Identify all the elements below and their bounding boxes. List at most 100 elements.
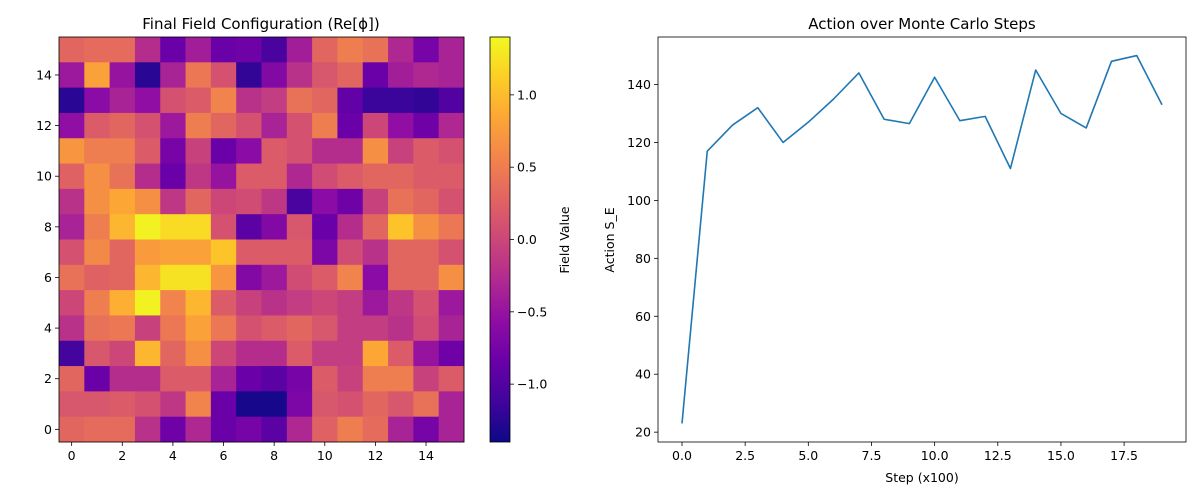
line-chart-y-tick-label: 60: [635, 309, 651, 324]
heatmap-cell: [413, 214, 440, 240]
heatmap-cell: [84, 37, 111, 63]
colorbar-label: Field Value: [557, 206, 572, 273]
heatmap-cell: [438, 239, 465, 266]
heatmap-cell: [362, 87, 389, 114]
heatmap-frame: [58, 36, 465, 443]
heatmap-cell: [59, 264, 85, 291]
heatmap-cell: [362, 315, 389, 342]
heatmap-y-tick-label: 4: [44, 321, 52, 336]
heatmap-cell: [388, 264, 414, 291]
heatmap-cell: [312, 188, 338, 215]
heatmap-cell: [109, 315, 136, 342]
heatmap-cell: [59, 239, 85, 266]
heatmap-cell: [210, 188, 237, 215]
heatmap-cell: [59, 290, 85, 316]
heatmap-cell: [210, 366, 237, 392]
colorbar-gradient: [490, 37, 510, 442]
heatmap-cell: [261, 239, 288, 266]
heatmap-cell: [362, 37, 389, 63]
heatmap-cell: [261, 87, 288, 114]
colorbar: −1.0 −0.5 0.0 0.5 1.0 Field Value: [489, 36, 572, 443]
heatmap-cell: [261, 264, 288, 291]
heatmap-cell: [210, 37, 237, 63]
heatmap-y-tick-label: 0: [44, 422, 52, 437]
heatmap-cell: [185, 138, 212, 164]
heatmap-cell: [134, 391, 161, 418]
heatmap-cell: [362, 112, 389, 139]
heatmap-cell: [413, 366, 440, 392]
line-chart-y-tick-label: 100: [627, 193, 651, 208]
heatmap-cell: [337, 62, 364, 89]
heatmap-cell: [134, 239, 161, 266]
heatmap-cell: [109, 87, 136, 114]
line-chart-xlabel: Step (x100): [885, 470, 958, 485]
heatmap-cell: [261, 214, 288, 240]
heatmap-panel: Final Field Configuration (Re[ϕ]) 0 2 4 6 8 1…: [36, 15, 465, 463]
heatmap-cell: [185, 214, 212, 240]
heatmap-y-ticks: 0 2 4 6 8 10 12 14: [36, 67, 59, 437]
heatmap-cell: [59, 340, 85, 367]
heatmap-cell: [362, 188, 389, 215]
heatmap-cell: [109, 163, 136, 190]
heatmap-cell: [362, 239, 389, 266]
heatmap-cell: [109, 391, 136, 418]
heatmap-cell: [362, 62, 389, 89]
colorbar-tick-label: −0.5: [517, 304, 547, 319]
heatmap-cell: [312, 366, 338, 392]
heatmap-cell: [134, 138, 161, 164]
heatmap-cell: [160, 214, 186, 240]
heatmap-cell: [337, 214, 364, 240]
heatmap-cell: [362, 214, 389, 240]
line-chart-x-tick-label: 2.5: [735, 448, 755, 463]
heatmap-cell: [286, 416, 313, 443]
heatmap-cell: [337, 112, 364, 139]
heatmap-cell: [134, 188, 161, 215]
heatmap-cell: [59, 416, 85, 443]
heatmap-cell: [312, 264, 338, 291]
heatmap-x-tick-label: 8: [270, 448, 278, 463]
heatmap-cell: [312, 112, 338, 139]
heatmap-cell: [337, 188, 364, 215]
heatmap-cell: [210, 239, 237, 266]
heatmap-cell: [388, 62, 414, 89]
heatmap-cell: [59, 138, 85, 164]
heatmap-cell: [236, 188, 262, 215]
heatmap-cell: [210, 163, 237, 190]
line-chart-x-tick-label: 5.0: [798, 448, 818, 463]
heatmap-cell: [388, 163, 414, 190]
heatmap-cell: [438, 315, 465, 342]
heatmap-cell: [84, 416, 111, 443]
heatmap-cell: [210, 264, 237, 291]
heatmap-cell: [261, 62, 288, 89]
heatmap-cell: [134, 315, 161, 342]
heatmap-cell: [337, 366, 364, 392]
heatmap-cell: [337, 138, 364, 164]
heatmap-cell: [388, 340, 414, 367]
heatmap-cell: [413, 264, 440, 291]
heatmap-cell: [337, 315, 364, 342]
heatmap-cell: [134, 163, 161, 190]
heatmap-cell: [413, 87, 440, 114]
heatmap-cell: [236, 366, 262, 392]
heatmap-cell: [134, 264, 161, 291]
heatmap-cell: [413, 290, 440, 316]
heatmap-y-tick-label: 6: [44, 270, 52, 285]
heatmap-cell: [388, 239, 414, 266]
heatmap-cell: [286, 188, 313, 215]
heatmap-cell: [438, 416, 465, 443]
heatmap-cell: [388, 188, 414, 215]
heatmap-cell: [438, 138, 465, 164]
heatmap-cell: [160, 290, 186, 316]
heatmap-cell: [438, 264, 465, 291]
line-chart-ylabel: Action S_E: [602, 207, 617, 272]
heatmap-cell: [236, 391, 262, 418]
heatmap-cell: [312, 214, 338, 240]
heatmap-cell: [185, 37, 212, 63]
heatmap-cell: [286, 214, 313, 240]
heatmap-cell: [438, 37, 465, 63]
heatmap-cell: [160, 264, 186, 291]
heatmap-cell: [134, 340, 161, 367]
heatmap-cell: [109, 138, 136, 164]
heatmap-cell: [185, 239, 212, 266]
heatmap-cell: [160, 188, 186, 215]
